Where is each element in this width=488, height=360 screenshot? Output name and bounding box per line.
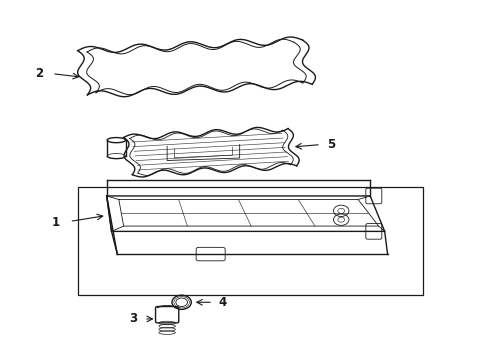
Text: 1: 1 — [52, 216, 60, 229]
Text: 2: 2 — [35, 67, 43, 80]
Text: 3: 3 — [129, 312, 137, 325]
Text: 4: 4 — [218, 296, 226, 309]
Text: 5: 5 — [327, 138, 335, 151]
